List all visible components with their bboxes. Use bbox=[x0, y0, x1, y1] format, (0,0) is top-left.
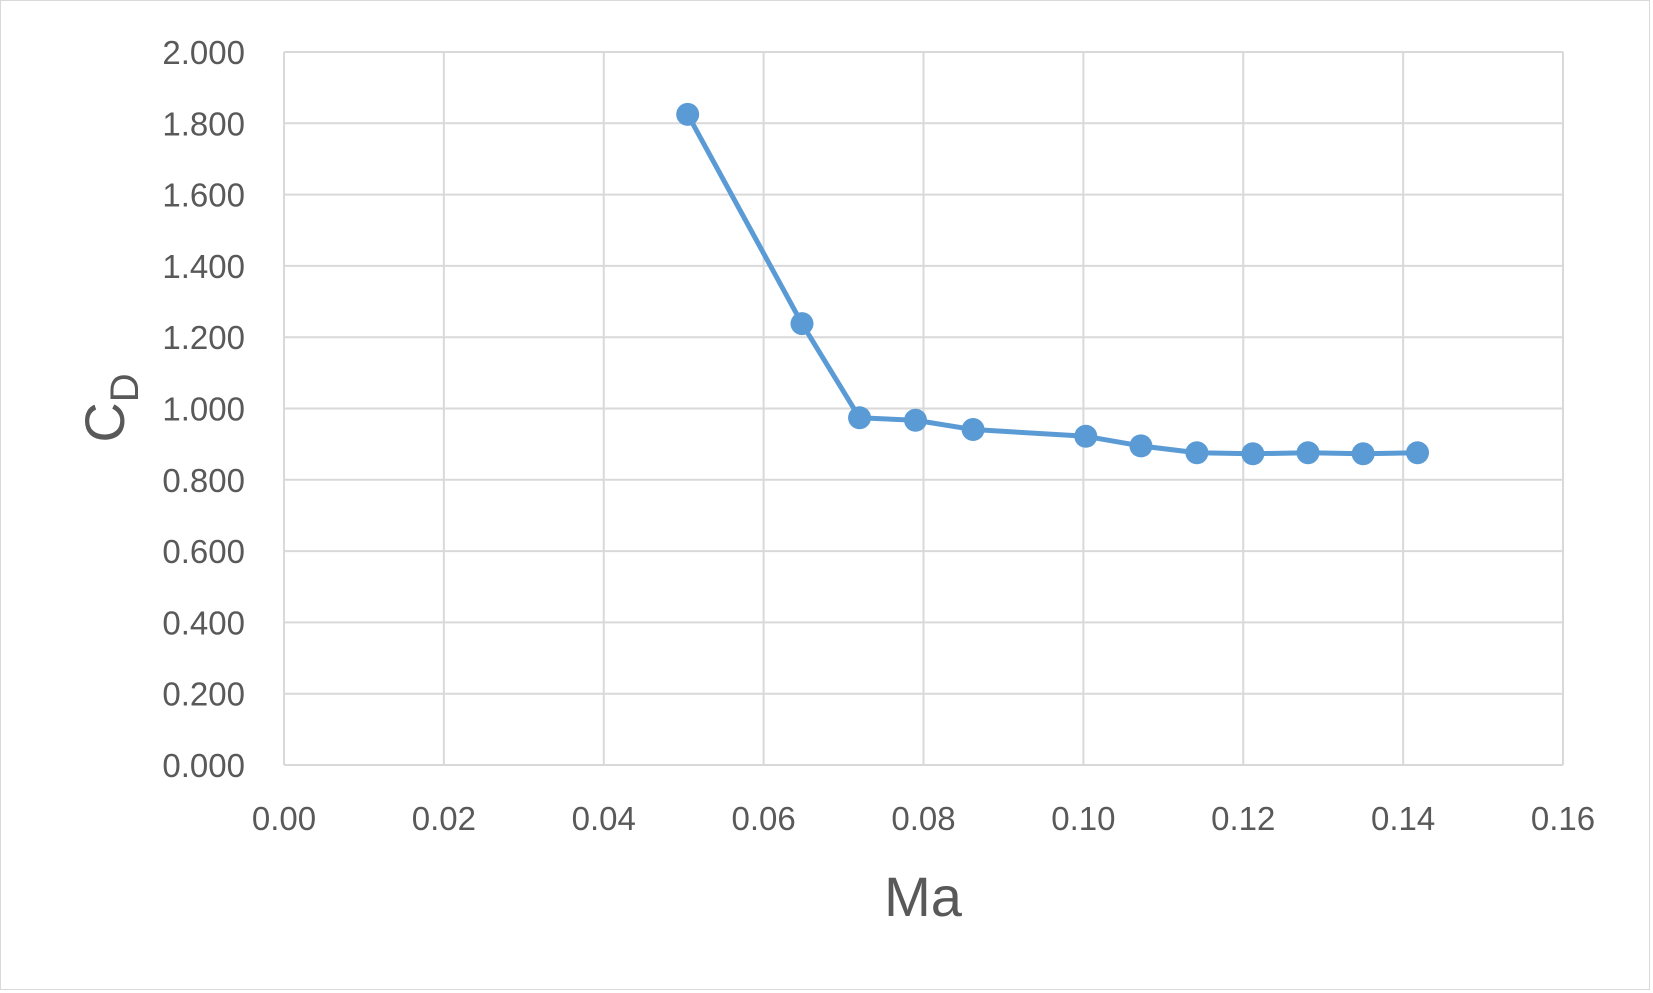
x-tick-label: 0.02 bbox=[412, 800, 476, 837]
series-layer bbox=[676, 102, 1430, 466]
y-axis-title: CD bbox=[73, 373, 147, 442]
data-point bbox=[1351, 442, 1375, 466]
x-tick-label: 0.12 bbox=[1211, 800, 1275, 837]
x-tick-label: 0.16 bbox=[1531, 800, 1595, 837]
y-tick-label: 1.400 bbox=[162, 248, 245, 285]
grid-layer bbox=[283, 51, 1564, 766]
series-line bbox=[685, 113, 1418, 457]
data-point bbox=[676, 102, 700, 126]
y-axis-title-subscript: D bbox=[103, 373, 147, 402]
x-tick-label: 0.06 bbox=[732, 800, 796, 837]
y-tick-label: 0.000 bbox=[162, 747, 245, 784]
y-tick-label: 0.400 bbox=[162, 604, 245, 641]
x-tick-label: 0.00 bbox=[252, 800, 316, 837]
x-tick-label: 0.04 bbox=[572, 800, 636, 837]
data-point bbox=[1406, 441, 1430, 465]
x-tick-label: 0.08 bbox=[891, 800, 955, 837]
y-tick-label: 1.000 bbox=[162, 391, 245, 428]
y-axis-title-group: CD bbox=[73, 373, 147, 442]
y-tick-label: 1.800 bbox=[162, 105, 245, 142]
data-point bbox=[1296, 441, 1320, 465]
data-point bbox=[961, 418, 985, 442]
data-point bbox=[1241, 442, 1265, 466]
y-tick-label: 2.000 bbox=[162, 34, 245, 71]
data-point bbox=[848, 406, 872, 430]
x-tick-label: 0.14 bbox=[1371, 800, 1435, 837]
tick-label-layer: 0.000 0.200 0.400 0.600 0.800 1.000 1.200 1.400… bbox=[162, 34, 1595, 837]
data-point bbox=[790, 312, 814, 336]
x-axis-title: Ma bbox=[884, 865, 963, 928]
y-tick-label: 0.600 bbox=[162, 533, 245, 570]
data-point bbox=[904, 408, 928, 432]
data-point bbox=[1129, 434, 1153, 458]
y-tick-label: 1.200 bbox=[162, 319, 245, 356]
y-tick-label: 0.200 bbox=[162, 676, 245, 713]
data-point bbox=[1185, 441, 1209, 465]
y-tick-label: 1.600 bbox=[162, 177, 245, 214]
data-point bbox=[1074, 424, 1098, 448]
x-tick-label: 0.10 bbox=[1051, 800, 1115, 837]
y-axis-title-main: C bbox=[73, 402, 136, 442]
y-tick-label: 0.800 bbox=[162, 462, 245, 499]
